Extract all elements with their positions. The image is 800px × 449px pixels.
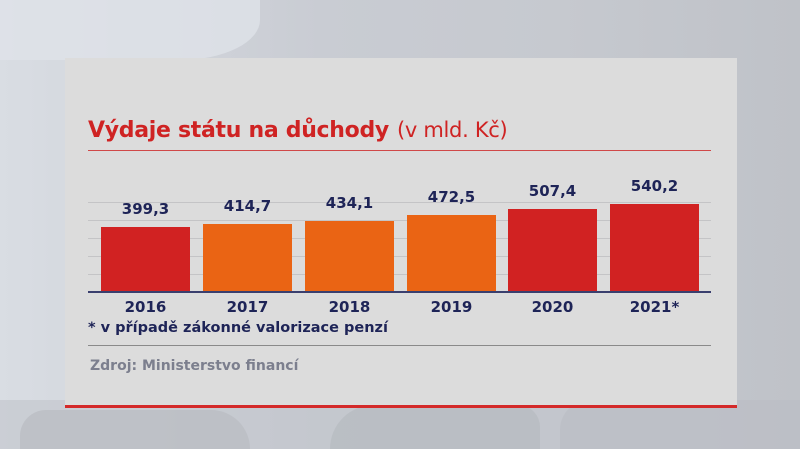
footnote-divider [88,345,711,346]
bar-2021 [610,204,699,292]
bar-2019 [407,215,496,292]
bar-value-label: 414,7 [223,197,272,215]
bar-value-label: 507,4 [528,182,577,200]
chart-title: Výdaje státu na důchody (v mld. Kč) [88,118,508,143]
title-unit: (v mld. Kč) [396,118,508,142]
background-map [20,410,250,449]
x-axis [88,291,711,293]
x-tick-label: 2020 [531,298,574,316]
gridline [88,220,711,221]
x-tick-label: 2021* [629,298,680,316]
gridline [88,256,711,257]
gridline [88,274,711,275]
background-map [0,0,260,60]
gridline [88,202,711,203]
bar-2017 [203,224,292,292]
x-tick-label: 2016 [124,298,167,316]
gridline [88,238,711,239]
x-tick-label: 2019 [430,298,473,316]
background-map [560,400,800,449]
bar-value-label: 472,5 [427,188,476,206]
bar-value-label: 434,1 [325,194,374,212]
background-map [330,405,540,449]
title-divider [88,150,711,151]
bar-2018 [305,221,394,292]
title-text: Výdaje státu na důchody [88,118,389,143]
source-label: Zdroj: Ministerstvo financí [90,358,299,374]
x-tick-label: 2017 [226,298,269,316]
x-tick-label: 2018 [328,298,371,316]
bar-2020 [508,209,597,292]
footnote: * v případě zákonné valorizace penzí [88,320,388,336]
bar-2016 [101,227,190,292]
bar-value-label: 540,2 [630,177,679,195]
bar-value-label: 399,3 [121,200,170,218]
